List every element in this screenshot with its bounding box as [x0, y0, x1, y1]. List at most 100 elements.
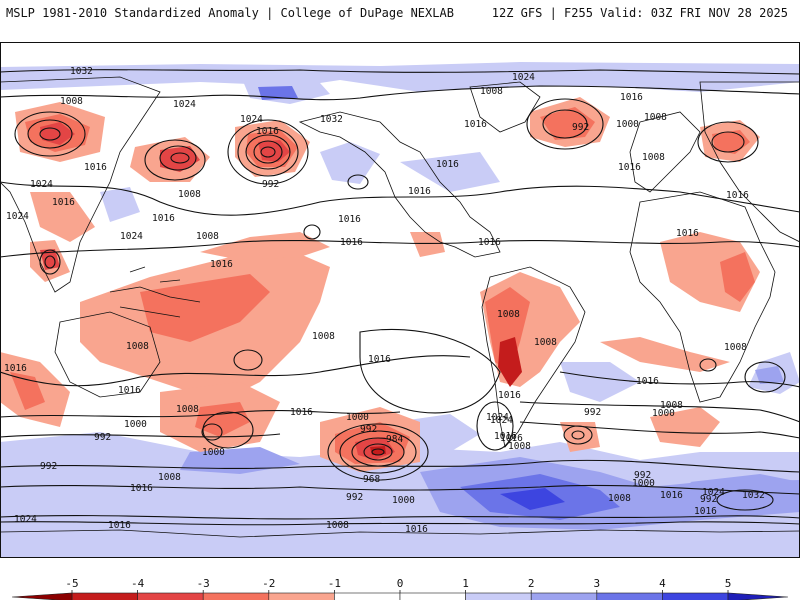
isobar-label: 992: [700, 494, 717, 505]
coastline-antarctica: [0, 529, 800, 538]
isobar-label: 1000: [392, 495, 415, 506]
colorbar-bin: [662, 592, 729, 602]
isobar: [170, 152, 190, 164]
isobar-label: 1008: [176, 404, 199, 415]
isobar: [351, 437, 405, 467]
isobar-label: 1024: [490, 415, 513, 426]
isobar-label: 1000: [652, 408, 675, 419]
isobar: [39, 249, 61, 275]
colorbar-bin: [268, 592, 335, 602]
isobar-label: 1016: [500, 433, 523, 444]
isobar: [716, 489, 774, 511]
colorbar-low-arrow: [11, 592, 73, 602]
anomaly-region: [180, 447, 300, 474]
isobar-label: 992: [572, 122, 589, 133]
isobar: [526, 98, 604, 150]
isobar: [571, 430, 585, 440]
isobar-label: 992: [40, 461, 57, 472]
isobar-label: 1000: [346, 412, 369, 423]
isobar-label: 1016: [436, 159, 459, 170]
colorbar-tick-label: -2: [262, 577, 275, 590]
isobar-label: 1024: [173, 99, 196, 110]
isobar: [339, 430, 417, 474]
isobar: [233, 349, 263, 371]
isobar: [0, 433, 281, 438]
isobar: [159, 145, 197, 171]
isobar-label: 1008: [644, 112, 667, 123]
isobar-label: 1016: [620, 92, 643, 103]
isobar: [699, 358, 717, 372]
isobar-label-layer: 1032 1024 1008 1024 1016 1032 1016 1008 …: [4, 66, 765, 535]
isobar-label: 992: [584, 407, 601, 418]
isobar: [559, 371, 800, 388]
isobar-label: 1032: [70, 66, 93, 77]
anomaly-region: [690, 474, 800, 500]
colorbar-bin: [530, 592, 598, 602]
anomaly-region: [370, 446, 386, 455]
colorbar-tick-label: 0: [397, 577, 404, 590]
isobar-label: 1008: [178, 189, 201, 200]
isobar-label: 1008: [158, 472, 181, 483]
isobar-label: 992: [360, 424, 377, 435]
positive-anomaly-layer: [0, 62, 800, 558]
isobar-label: 1008: [60, 96, 83, 107]
isobar-label: 1000: [632, 478, 655, 489]
colorbar-high-arrow: [727, 592, 789, 602]
isobar-label: 1000: [124, 419, 147, 430]
isobar: [0, 240, 800, 258]
isobar: [14, 111, 86, 157]
isobar-label: 1016: [694, 506, 717, 517]
map-title-left: MSLP 1981-2010 Standardized Anomaly | Co…: [6, 6, 454, 20]
colorbar-bin: [334, 592, 401, 602]
isobar-label: 1024: [240, 114, 263, 125]
colorbar-tick-label: -4: [131, 577, 145, 590]
map-title-right: 12Z GFS | F255 Valid: 03Z FRI NOV 28 202…: [491, 6, 788, 20]
isobar-label: 1008: [508, 441, 531, 452]
isobar-label: 1016: [52, 197, 75, 208]
anomaly-region: [410, 232, 445, 257]
isobar-label: 992: [634, 470, 651, 481]
isobar-label: 1016: [636, 376, 659, 387]
isobar-label: 1032: [320, 114, 343, 125]
anomaly-region: [540, 107, 595, 140]
coastline-maritime-islands: [109, 266, 201, 318]
isobar-label: 992: [346, 492, 363, 503]
anomaly-region: [485, 287, 530, 372]
anomaly-region: [200, 232, 330, 260]
isobar: [227, 119, 309, 185]
isobar-label: 992: [262, 179, 279, 190]
isobar: [744, 361, 786, 393]
isobar-label: 1016: [152, 213, 175, 224]
isobar-label: 1024: [512, 72, 535, 83]
colorbar-tick-label: 4: [659, 577, 666, 590]
isobar: [245, 134, 291, 170]
colorbar-tick-label: -1: [328, 577, 341, 590]
isobar-label: 1000: [616, 119, 639, 130]
isobar: [0, 69, 800, 75]
isobar-label: 1008: [660, 400, 683, 411]
isobar-label: 1016: [130, 483, 153, 494]
isobar: [0, 515, 800, 520]
colorbar-bin: [596, 592, 663, 602]
anomaly-region: [560, 362, 640, 402]
anomaly-region: [500, 488, 565, 510]
isobar-label: 1016: [368, 354, 391, 365]
isobar-layer: [0, 69, 800, 526]
isobar-label: 992: [94, 432, 111, 443]
isobar: [0, 355, 471, 387]
isobar-label: 1008: [608, 493, 631, 504]
colorbar-tick-label: 2: [528, 577, 535, 590]
isobar: [347, 174, 369, 190]
isobar-label: 1008: [534, 337, 557, 348]
isobar-label: 1000: [202, 447, 225, 458]
map-panel[interactable]: 1032 1024 1008 1024 1016 1032 1016 1008 …: [0, 42, 800, 558]
isobar: [260, 146, 276, 158]
isobar-label: 1016: [210, 259, 233, 270]
colorbar-bin: [202, 592, 270, 602]
isobar-label: 1024: [6, 211, 29, 222]
anomaly-region: [30, 192, 95, 242]
isobar: [563, 425, 593, 445]
anomaly-region: [600, 337, 730, 372]
map-canvas[interactable]: 1032 1024 1008 1024 1016 1032 1016 1008 …: [0, 42, 800, 558]
isobar: [0, 181, 800, 216]
